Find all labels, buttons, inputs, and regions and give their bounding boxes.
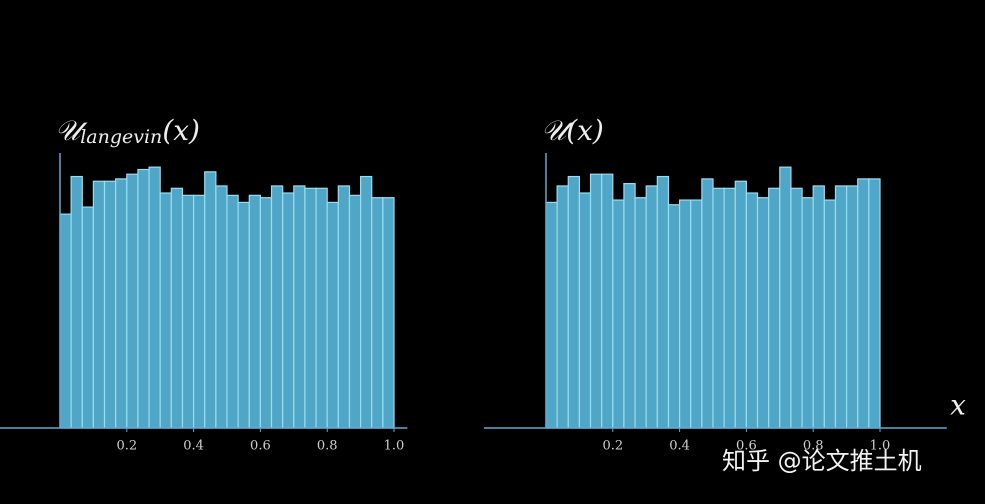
histogram-bar [81,206,95,429]
title-argument: (x) [566,114,604,147]
histogram-bar [545,201,558,429]
histogram-bar [170,187,184,429]
histogram-bar [115,178,128,429]
histogram-bar [270,185,284,429]
histogram-bar [578,192,592,429]
x-tick-label: 1.0 [384,439,405,454]
chart-title: 𝒰(x) [541,114,604,147]
histogram-bar [723,187,736,429]
x-axis-label: x [950,389,966,422]
histogram-bar [756,197,770,429]
x-tick-label: 0.8 [317,439,338,454]
histogram-bar [612,199,625,429]
x-tick-label: 0.6 [250,439,271,454]
histogram-bar [823,199,837,429]
x-tick-label: 0.2 [602,439,623,454]
x-tick-label: 0.8 [803,439,824,454]
histogram-bar [834,185,848,429]
histogram-bar [857,178,870,429]
x-tick-label: 0.2 [116,439,137,454]
histogram-bar [137,168,150,429]
x-tick-label: 0.4 [183,439,204,454]
histogram-bar [237,201,250,429]
histogram-bar [567,175,580,429]
histogram-bar [589,173,603,429]
watermark: 知乎 @论文推土机 [722,447,922,475]
histogram-bar [745,192,759,429]
histogram-bar [601,173,614,429]
histogram-bar [282,192,295,429]
x-tick-label: 0.6 [736,439,757,454]
histogram-bar [337,185,351,429]
histogram-bar [371,197,384,429]
histogram-bar [712,187,725,429]
histogram-bar [678,199,692,429]
histogram-bar [70,175,83,429]
histogram-bar [667,204,681,429]
x-tick-label: 1.0 [870,439,891,454]
histogram-bar [690,199,703,429]
title-subscript: langevin [80,126,162,148]
histogram-bar [645,185,658,429]
histogram-bar [293,185,306,429]
histogram-bar [801,197,814,429]
histogram-bar [634,197,647,429]
histogram-bar [59,213,72,429]
histogram-bar [360,175,373,429]
histogram-bar [779,166,792,429]
histogram-bar [259,197,273,429]
histogram-bar [868,178,881,429]
histogram-bar [845,185,859,429]
histogram-bar [790,187,803,429]
histogram-bar [701,178,714,429]
histogram-bar [204,171,217,429]
histogram-bar [348,194,362,429]
histogram-bar [326,201,339,429]
histogram-bar [768,187,781,429]
histogram-bar [159,192,172,429]
histogram-bar [181,194,195,429]
histogram-bar [656,175,670,429]
histogram-bar [226,194,239,429]
histogram-bar [382,197,395,429]
histogram-bar [623,183,636,429]
chart-title: 𝒰langevin(x) [55,114,200,149]
histogram-bar [126,173,139,429]
histogram-bar [812,185,825,429]
histogram-bar [248,194,262,429]
histogram-bar [103,180,117,429]
histogram-bar [148,166,161,429]
title-argument: (x) [162,114,200,147]
histogram-bar [193,194,206,429]
x-tick-label: 0.4 [669,439,690,454]
histogram-bar [734,180,747,429]
histogram-bar [215,185,228,429]
histogram-bar [315,187,328,429]
histogram-bar [304,187,317,429]
histogram-bar [92,180,106,429]
histogram-bar [556,185,569,429]
